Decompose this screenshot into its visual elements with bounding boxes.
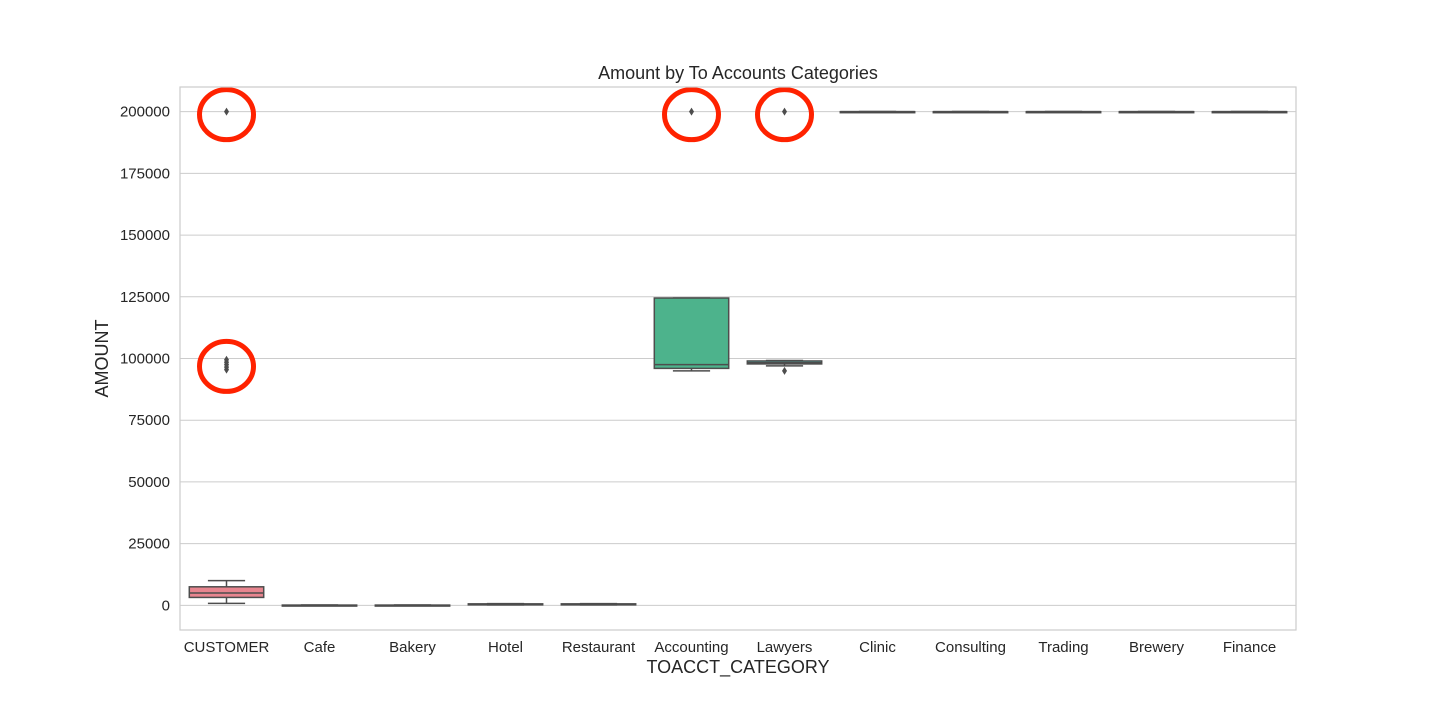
y-tick-label: 125000 [120,289,170,306]
box-brewery [1118,110,1195,114]
y-tick-label: 25000 [128,536,170,553]
box-cafe [281,604,358,607]
box-hotel [467,602,544,606]
x-tick-label: Trading [1038,639,1088,656]
y-tick-label: 50000 [128,474,170,491]
x-tick-label: Brewery [1129,639,1185,656]
box-trading [1025,110,1102,114]
annotations [197,87,814,394]
box-restaurant [560,602,637,606]
x-tick-label: Finance [1223,639,1276,656]
x-tick-label: CUSTOMER [184,639,270,656]
y-tick-labels: 0 25000 50000 75000 100000 125000 150000 175000… [120,104,170,615]
flier-point [224,355,229,364]
box-lawyers [746,107,823,375]
grid-lines [180,111,1296,606]
flier-point [782,366,787,375]
flier-point [224,107,229,116]
box-iqr [653,297,730,370]
x-tick-label: Clinic [859,639,896,656]
x-tick-labels: CUSTOMER Cafe Bakery Hotel Restaurant Account… [184,639,1276,656]
chart-title: Amount by To Accounts Categories [598,63,878,83]
annotation-circle [662,87,721,143]
y-tick-label: 0 [162,597,170,614]
annotation-circle [755,87,814,143]
x-tick-label: Bakery [389,639,436,656]
y-tick-label: 75000 [128,412,170,429]
box-customer [188,107,265,605]
x-axis-label: TOACCT_CATEGORY [646,657,829,678]
y-axis-label: AMOUNT [92,320,112,398]
plot-frame [179,86,1297,631]
annotation-circle [197,338,256,394]
x-tick-label: Cafe [304,639,336,656]
annotation-circle [197,87,256,143]
x-tick-label: Accounting [654,639,728,656]
y-tick-label: 200000 [120,104,170,121]
y-tick-label: 100000 [120,351,170,368]
y-tick-label: 175000 [120,165,170,182]
boxes [188,107,1288,607]
box-finance [1211,110,1288,114]
x-tick-label: Hotel [488,639,523,656]
x-tick-label: Restaurant [562,639,636,656]
y-tick-label: 150000 [120,227,170,244]
flier-point [782,107,787,116]
box-iqr [188,586,265,599]
flier-point [689,107,694,116]
box-clinic [839,110,916,114]
box-bakery [374,604,451,607]
x-tick-label: Lawyers [757,639,813,656]
x-tick-label: Consulting [935,639,1006,656]
box-consulting [932,110,1009,114]
box-accounting [653,107,730,372]
